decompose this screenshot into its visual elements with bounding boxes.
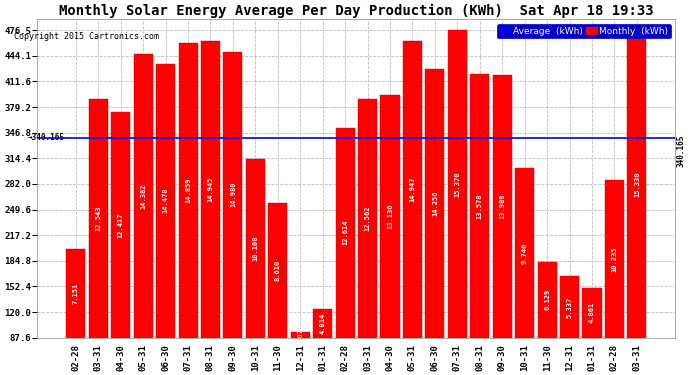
- Text: 12.543: 12.543: [95, 206, 101, 231]
- Legend: Average  (kWh), Monthly  (kWh): Average (kWh), Monthly (kWh): [497, 24, 671, 38]
- Bar: [111, 112, 130, 375]
- Bar: [538, 262, 557, 375]
- Text: 10.235: 10.235: [611, 246, 618, 272]
- Bar: [179, 43, 197, 375]
- Text: 8.610: 8.610: [275, 260, 281, 281]
- Text: 14.478: 14.478: [163, 188, 168, 213]
- Text: 12.417: 12.417: [118, 212, 124, 238]
- Bar: [246, 159, 265, 375]
- Bar: [335, 128, 355, 375]
- Text: →340.165: →340.165: [28, 134, 65, 142]
- Bar: [290, 332, 310, 375]
- Text: 7.151: 7.151: [73, 282, 79, 304]
- Bar: [605, 180, 624, 375]
- Bar: [134, 54, 152, 375]
- Bar: [89, 99, 108, 375]
- Text: 4.861: 4.861: [589, 302, 595, 323]
- Text: 12.562: 12.562: [364, 206, 371, 231]
- Text: 3.071: 3.071: [297, 324, 304, 345]
- Title: Monthly Solar Energy Average Per Day Production (KWh)  Sat Apr 18 19:33: Monthly Solar Energy Average Per Day Pro…: [59, 4, 653, 18]
- Bar: [313, 309, 333, 375]
- Bar: [582, 288, 602, 375]
- Text: 6.129: 6.129: [544, 289, 550, 310]
- Text: 12.614: 12.614: [342, 220, 348, 246]
- Bar: [493, 75, 512, 375]
- Text: 15.370: 15.370: [454, 171, 460, 197]
- Bar: [201, 40, 220, 375]
- Text: 14.256: 14.256: [432, 190, 438, 216]
- Text: Copyright 2015 Cartronics.com: Copyright 2015 Cartronics.com: [14, 32, 159, 41]
- Bar: [627, 31, 647, 375]
- Bar: [403, 40, 422, 375]
- Bar: [515, 168, 534, 375]
- Bar: [224, 52, 242, 375]
- Text: 4.014: 4.014: [319, 312, 326, 334]
- Text: 13.989: 13.989: [500, 194, 505, 219]
- Text: 5.337: 5.337: [566, 296, 573, 318]
- Text: 14.945: 14.945: [208, 176, 213, 202]
- Text: 14.859: 14.859: [185, 177, 191, 203]
- Bar: [380, 95, 400, 375]
- Text: 15.330: 15.330: [634, 172, 640, 197]
- Bar: [448, 30, 467, 375]
- Bar: [268, 203, 287, 375]
- Bar: [471, 74, 489, 375]
- Text: 14.980: 14.980: [230, 182, 236, 207]
- Bar: [560, 276, 579, 375]
- Text: 10.108: 10.108: [253, 236, 258, 261]
- Bar: [156, 63, 175, 375]
- Text: 9.746: 9.746: [522, 242, 528, 264]
- Bar: [358, 99, 377, 375]
- Text: 14.947: 14.947: [409, 176, 415, 202]
- Text: 14.382: 14.382: [140, 183, 146, 209]
- Text: 13.136: 13.136: [387, 204, 393, 229]
- Bar: [66, 249, 86, 375]
- Bar: [425, 69, 444, 375]
- Text: 13.578: 13.578: [477, 193, 483, 219]
